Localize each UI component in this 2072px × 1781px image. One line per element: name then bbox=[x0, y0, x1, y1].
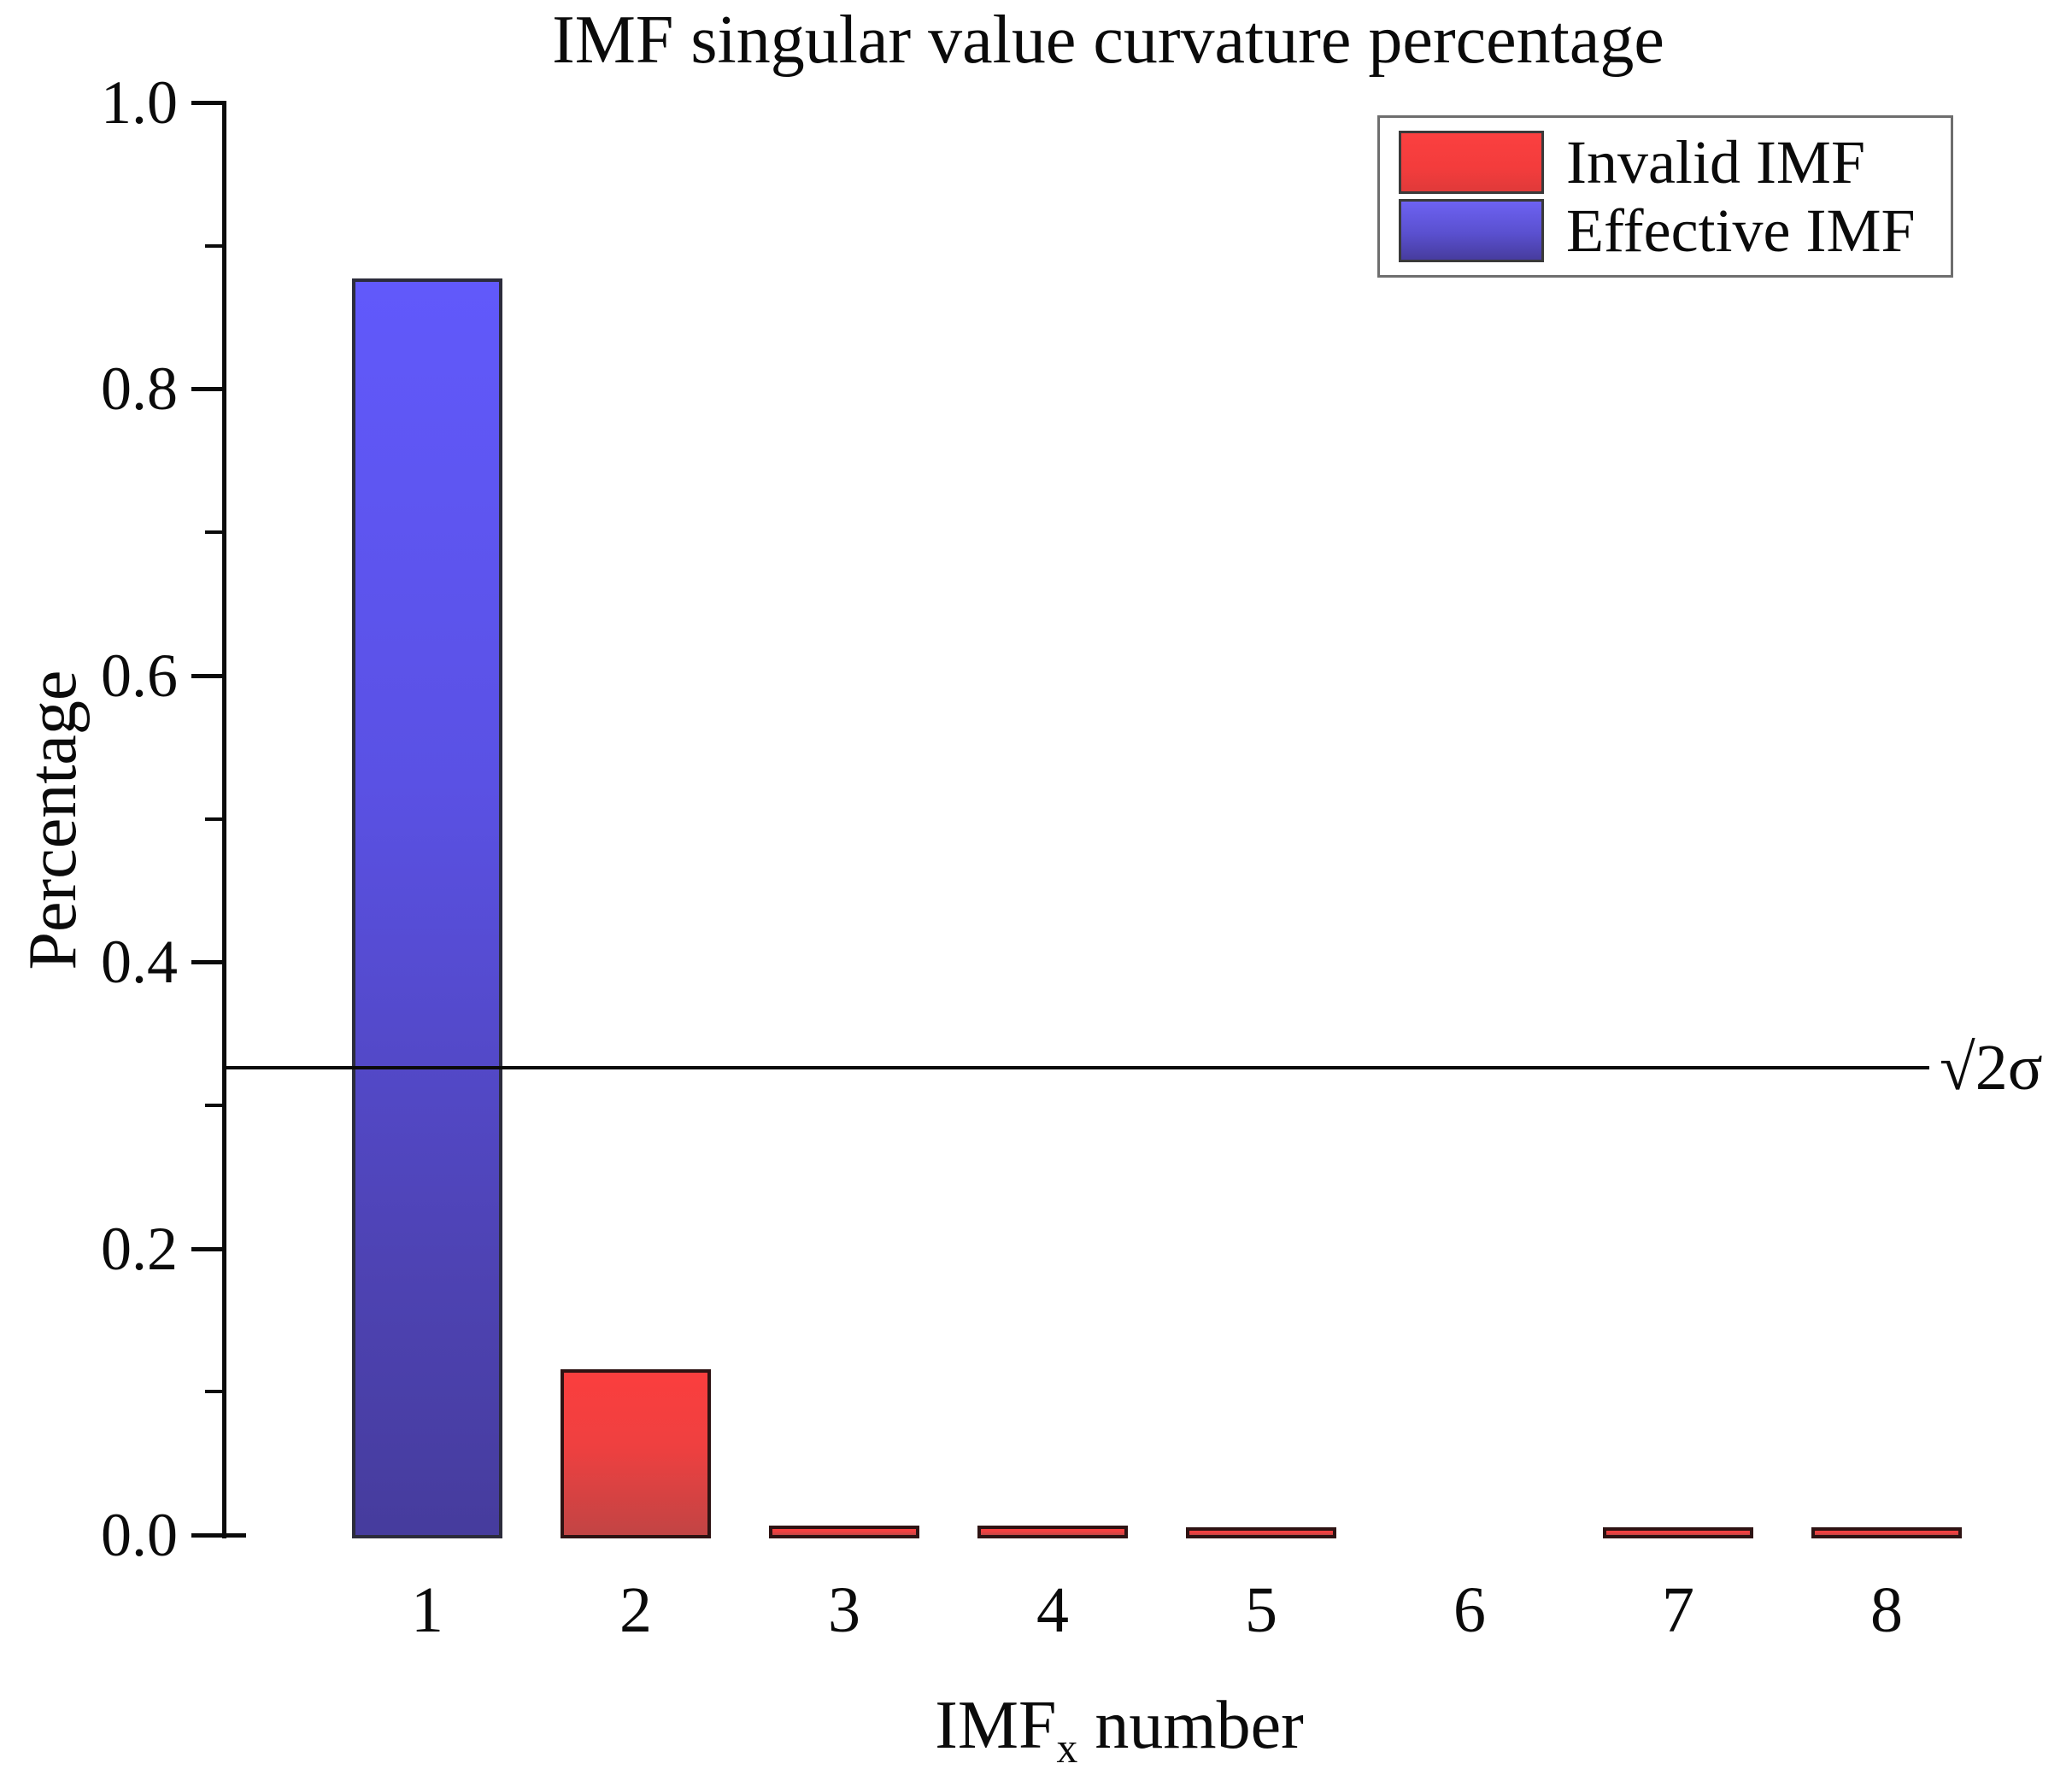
bar-5 bbox=[1186, 1527, 1336, 1538]
chart-title: IMF singular value curvature percentage bbox=[552, 3, 1664, 78]
legend-swatch-effective-imf bbox=[1399, 199, 1544, 262]
x-tick-label-4: 4 bbox=[1036, 1574, 1069, 1646]
legend-item-invalid-imf: Invalid IMF bbox=[1399, 128, 1951, 196]
legend: Invalid IMF Effective IMF bbox=[1377, 115, 1953, 278]
x-tick-label-6: 6 bbox=[1453, 1574, 1486, 1646]
y-tick-label-0.0: 0.0 bbox=[101, 1501, 178, 1569]
y-major-tick-0.8 bbox=[191, 387, 224, 392]
y-tick-label-0.8: 0.8 bbox=[101, 354, 178, 424]
x-tick-label-1: 1 bbox=[411, 1574, 443, 1646]
x-tick-label-7: 7 bbox=[1662, 1574, 1694, 1646]
legend-label-invalid-imf: Invalid IMF bbox=[1566, 128, 1865, 196]
y-minor-tick bbox=[205, 1103, 224, 1107]
y-minor-tick bbox=[205, 1390, 224, 1394]
y-major-tick-0.0 bbox=[191, 1533, 224, 1538]
x-axis-title: IMFx number bbox=[935, 1684, 1304, 1769]
x-axis-stub bbox=[224, 1533, 246, 1538]
x-axis-title-suffix: number bbox=[1077, 1688, 1304, 1763]
threshold-line bbox=[224, 1066, 1929, 1070]
legend-swatch-invalid-imf bbox=[1399, 131, 1544, 194]
bar-4 bbox=[977, 1526, 1128, 1538]
bar-1 bbox=[352, 278, 502, 1538]
bar-2 bbox=[561, 1369, 711, 1538]
x-axis-title-prefix: IMF bbox=[935, 1688, 1057, 1763]
y-minor-tick bbox=[205, 530, 224, 535]
threshold-line-label: √2σ bbox=[1940, 1032, 2043, 1104]
bar-3 bbox=[769, 1526, 919, 1538]
x-tick-label-3: 3 bbox=[828, 1574, 860, 1646]
y-tick-label-0.6: 0.6 bbox=[101, 641, 178, 710]
bar-7 bbox=[1603, 1527, 1753, 1538]
y-major-tick-0.2 bbox=[191, 1246, 224, 1251]
legend-item-effective-imf: Effective IMF bbox=[1399, 196, 1951, 265]
y-tick-label-0.4: 0.4 bbox=[101, 928, 178, 997]
y-tick-label-1.0: 1.0 bbox=[101, 68, 178, 137]
x-tick-label-8: 8 bbox=[1870, 1574, 1903, 1646]
y-major-tick-0.6 bbox=[191, 673, 224, 678]
y-major-tick-1.0 bbox=[191, 101, 224, 105]
x-axis-title-subscript: x bbox=[1056, 1725, 1078, 1772]
x-tick-label-5: 5 bbox=[1245, 1574, 1277, 1646]
y-tick-label-0.2: 0.2 bbox=[101, 1214, 178, 1283]
x-tick-label-2: 2 bbox=[619, 1574, 652, 1646]
bar-8 bbox=[1811, 1527, 1962, 1538]
y-axis-line bbox=[222, 101, 226, 1538]
legend-label-effective-imf: Effective IMF bbox=[1566, 196, 1916, 265]
y-major-tick-0.4 bbox=[191, 960, 224, 965]
y-minor-tick bbox=[205, 817, 224, 821]
y-minor-tick bbox=[205, 243, 224, 248]
